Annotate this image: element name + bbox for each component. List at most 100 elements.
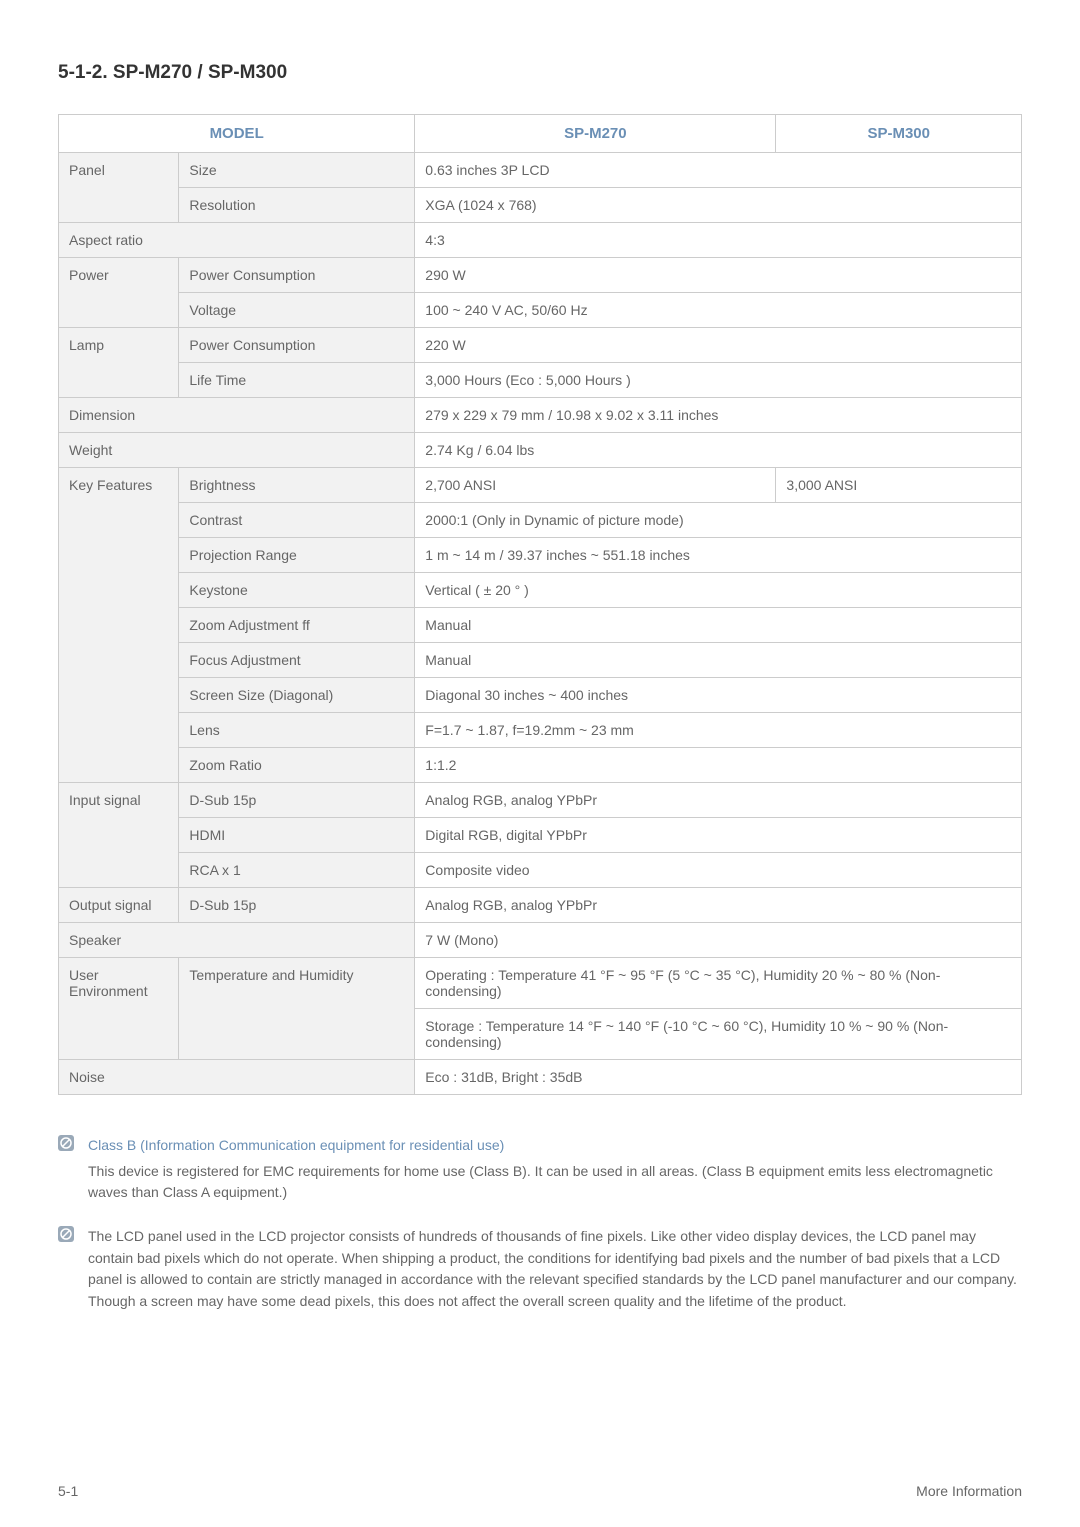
header-col2: SP-M300 (776, 115, 1022, 153)
category-cell: Power (59, 258, 179, 328)
subcategory-cell: Resolution (179, 188, 415, 223)
section-title: 5-1-2. SP-M270 / SP-M300 (58, 62, 1022, 84)
subcategory-cell: Focus Adjustment (179, 643, 415, 678)
value-cell: Diagonal 30 inches ~ 400 inches (415, 678, 1022, 713)
spec-table: MODEL SP-M270 SP-M300 PanelSize0.63 inch… (58, 114, 1022, 1095)
table-row: Weight2.74 Kg / 6.04 lbs (59, 433, 1022, 468)
value-cell: Operating : Temperature 41 °F ~ 95 °F (5… (415, 958, 1022, 1009)
value-cell: 1:1.2 (415, 748, 1022, 783)
subcategory-cell: Temperature and Humidity (179, 958, 415, 1060)
value-cell: 279 x 229 x 79 mm / 10.98 x 9.02 x 3.11 … (415, 398, 1022, 433)
note-icon (58, 1226, 80, 1313)
note-body: The LCD panel used in the LCD projector … (88, 1226, 1022, 1313)
category-cell: User Environment (59, 958, 179, 1060)
category-cell: Aspect ratio (59, 223, 415, 258)
footer-right: More Information (916, 1483, 1022, 1499)
value-cell: 1 m ~ 14 m / 39.37 inches ~ 551.18 inche… (415, 538, 1022, 573)
table-row: Zoom Ratio1:1.2 (59, 748, 1022, 783)
note-heading: Class B (Information Communication equip… (88, 1135, 1022, 1157)
table-row: Key FeaturesBrightness2,700 ANSI3,000 AN… (59, 468, 1022, 503)
table-row: KeystoneVertical ( ± 20 ° ) (59, 573, 1022, 608)
table-row: User EnvironmentTemperature and Humidity… (59, 958, 1022, 1009)
value-cell: Eco : 31dB, Bright : 35dB (415, 1060, 1022, 1095)
category-cell: Lamp (59, 328, 179, 398)
category-cell: Noise (59, 1060, 415, 1095)
table-header-row: MODEL SP-M270 SP-M300 (59, 115, 1022, 153)
table-row: Life Time3,000 Hours (Eco : 5,000 Hours … (59, 363, 1022, 398)
category-cell: Dimension (59, 398, 415, 433)
value-cell: Storage : Temperature 14 °F ~ 140 °F (-1… (415, 1009, 1022, 1060)
page: 5-1-2. SP-M270 / SP-M300 MODEL SP-M270 S… (0, 0, 1080, 1527)
category-cell: Speaker (59, 923, 415, 958)
value-cell: 2,700 ANSI (415, 468, 776, 503)
header-col1: SP-M270 (415, 115, 776, 153)
subcategory-cell: RCA x 1 (179, 853, 415, 888)
table-row: HDMIDigital RGB, digital YPbPr (59, 818, 1022, 853)
subcategory-cell: D-Sub 15p (179, 783, 415, 818)
table-row: Screen Size (Diagonal)Diagonal 30 inches… (59, 678, 1022, 713)
table-row: PanelSize0.63 inches 3P LCD (59, 153, 1022, 188)
subcategory-cell: Screen Size (Diagonal) (179, 678, 415, 713)
subcategory-cell: HDMI (179, 818, 415, 853)
table-row: Aspect ratio4:3 (59, 223, 1022, 258)
table-row: LampPower Consumption220 W (59, 328, 1022, 363)
note-text: The LCD panel used in the LCD projector … (88, 1226, 1022, 1313)
subcategory-cell: Voltage (179, 293, 415, 328)
value-cell: Manual (415, 608, 1022, 643)
note-item: Class B (Information Communication equip… (58, 1135, 1022, 1204)
value-cell: 4:3 (415, 223, 1022, 258)
page-footer: 5-1 More Information (58, 1483, 1022, 1499)
note-icon (58, 1135, 80, 1204)
value-cell: 2.74 Kg / 6.04 lbs (415, 433, 1022, 468)
notes-section: Class B (Information Communication equip… (58, 1135, 1022, 1313)
subcategory-cell: Zoom Adjustment ff (179, 608, 415, 643)
table-row: RCA x 1Composite video (59, 853, 1022, 888)
value-cell: Digital RGB, digital YPbPr (415, 818, 1022, 853)
value-cell: 290 W (415, 258, 1022, 293)
table-row: Input signalD-Sub 15pAnalog RGB, analog … (59, 783, 1022, 818)
table-row: ResolutionXGA (1024 x 768) (59, 188, 1022, 223)
footer-left: 5-1 (58, 1483, 78, 1499)
subcategory-cell: Life Time (179, 363, 415, 398)
table-row: Speaker7 W (Mono) (59, 923, 1022, 958)
table-row: Projection Range1 m ~ 14 m / 39.37 inche… (59, 538, 1022, 573)
value-cell: XGA (1024 x 768) (415, 188, 1022, 223)
category-cell: Weight (59, 433, 415, 468)
table-row: Zoom Adjustment ffManual (59, 608, 1022, 643)
value-cell: Manual (415, 643, 1022, 678)
value-cell: Analog RGB, analog YPbPr (415, 783, 1022, 818)
table-row: Dimension279 x 229 x 79 mm / 10.98 x 9.0… (59, 398, 1022, 433)
subcategory-cell: Lens (179, 713, 415, 748)
table-row: Focus AdjustmentManual (59, 643, 1022, 678)
table-row: NoiseEco : 31dB, Bright : 35dB (59, 1060, 1022, 1095)
value-cell: 7 W (Mono) (415, 923, 1022, 958)
subcategory-cell: D-Sub 15p (179, 888, 415, 923)
subcategory-cell: Brightness (179, 468, 415, 503)
note-item: The LCD panel used in the LCD projector … (58, 1226, 1022, 1313)
category-cell: Output signal (59, 888, 179, 923)
note-body: Class B (Information Communication equip… (88, 1135, 1022, 1204)
category-cell: Input signal (59, 783, 179, 888)
table-row: PowerPower Consumption290 W (59, 258, 1022, 293)
subcategory-cell: Size (179, 153, 415, 188)
value-cell: 3,000 ANSI (776, 468, 1022, 503)
value-cell: 100 ~ 240 V AC, 50/60 Hz (415, 293, 1022, 328)
table-row: Contrast2000:1 (Only in Dynamic of pictu… (59, 503, 1022, 538)
value-cell: Analog RGB, analog YPbPr (415, 888, 1022, 923)
table-row: Output signalD-Sub 15pAnalog RGB, analog… (59, 888, 1022, 923)
value-cell: F=1.7 ~ 1.87, f=19.2mm ~ 23 mm (415, 713, 1022, 748)
value-cell: Composite video (415, 853, 1022, 888)
category-cell: Key Features (59, 468, 179, 783)
subcategory-cell: Zoom Ratio (179, 748, 415, 783)
subcategory-cell: Power Consumption (179, 258, 415, 293)
subcategory-cell: Contrast (179, 503, 415, 538)
value-cell: Vertical ( ± 20 ° ) (415, 573, 1022, 608)
table-row: Voltage100 ~ 240 V AC, 50/60 Hz (59, 293, 1022, 328)
subcategory-cell: Power Consumption (179, 328, 415, 363)
subcategory-cell: Keystone (179, 573, 415, 608)
category-cell: Panel (59, 153, 179, 223)
value-cell: 0.63 inches 3P LCD (415, 153, 1022, 188)
value-cell: 3,000 Hours (Eco : 5,000 Hours ) (415, 363, 1022, 398)
value-cell: 2000:1 (Only in Dynamic of picture mode) (415, 503, 1022, 538)
header-model: MODEL (59, 115, 415, 153)
